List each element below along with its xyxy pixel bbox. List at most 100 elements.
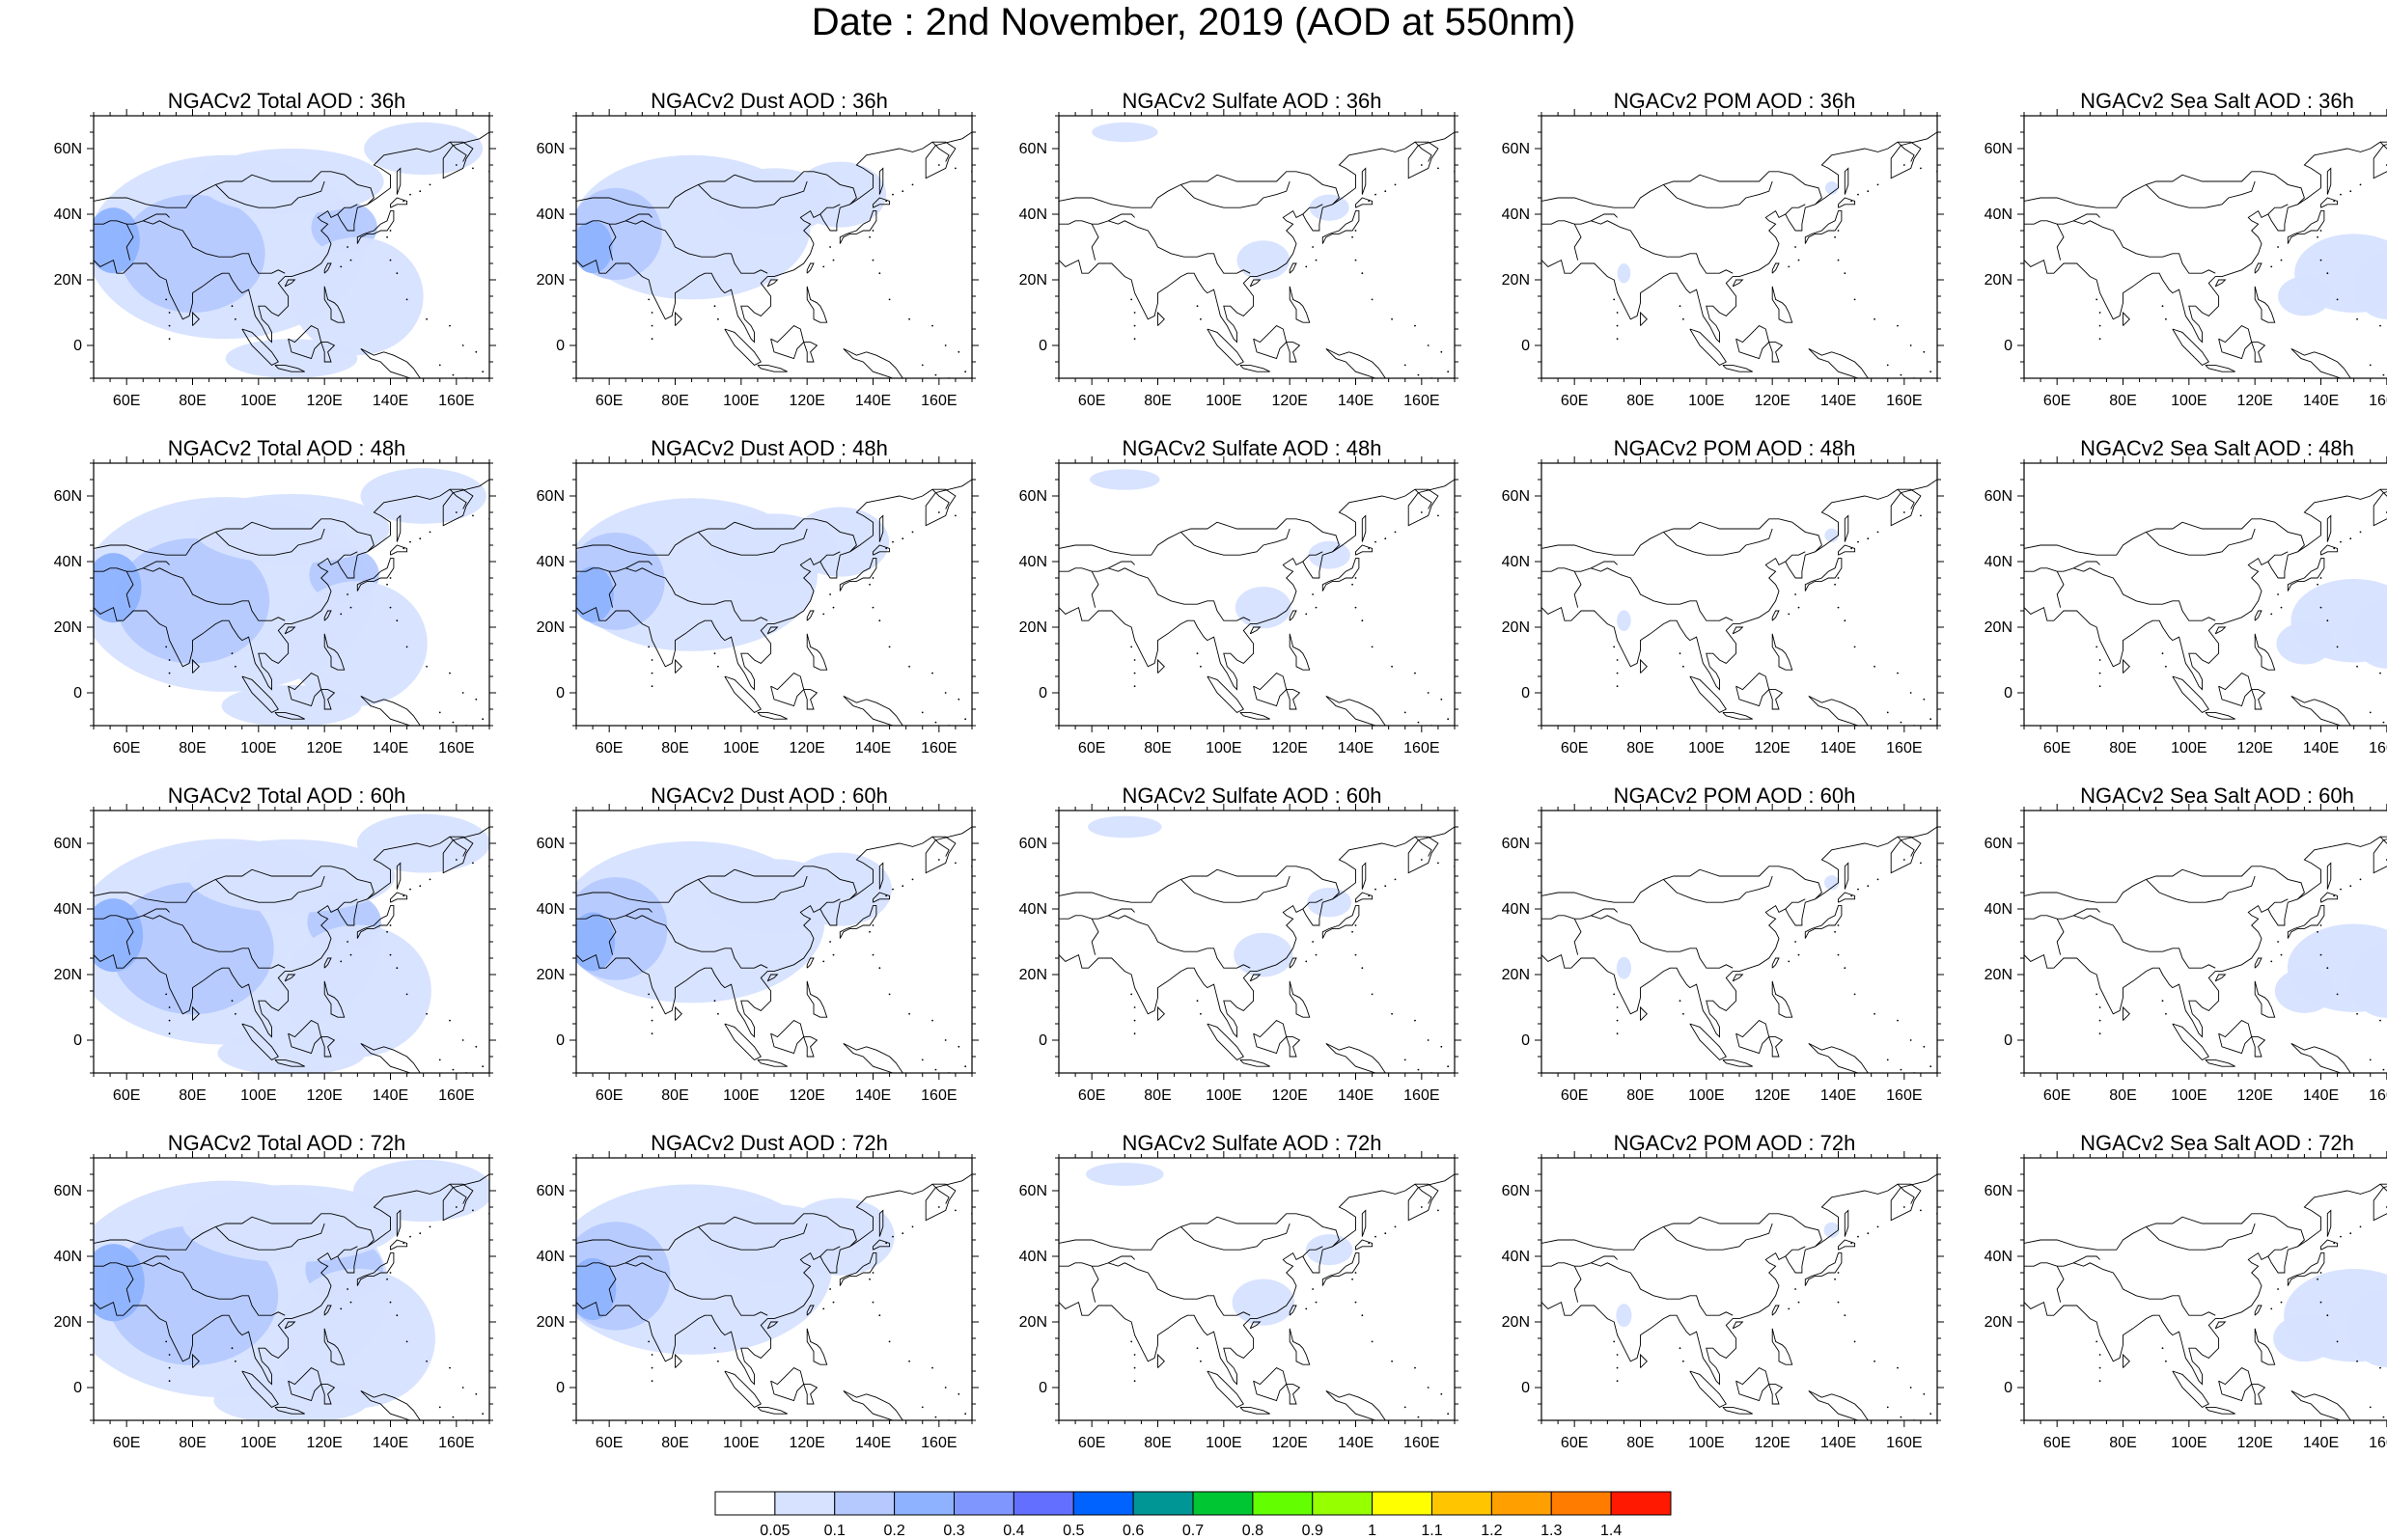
coastline (608, 918, 617, 955)
lon-tick-label: 80E (179, 740, 206, 756)
island-dot (1867, 885, 1870, 888)
coastline (94, 826, 489, 1038)
island-dot (1351, 235, 1353, 238)
coastline (1771, 1328, 1793, 1365)
island-dot (168, 1380, 171, 1383)
island-dot (340, 960, 343, 963)
coastline (2146, 180, 2256, 208)
coastline (2024, 220, 2216, 274)
colorbar-label: 0.4 (1003, 1523, 1024, 1539)
island-dot (1844, 619, 1846, 622)
island-dot (402, 894, 405, 897)
island-dot (2356, 665, 2358, 668)
coastline (2172, 1370, 2209, 1408)
island-dot (472, 1209, 474, 1212)
island-dot (396, 1314, 399, 1317)
aod-field (94, 1159, 489, 1420)
lon-tick-label: 100E (2171, 393, 2207, 409)
island-dot (1876, 1225, 1879, 1228)
aod-map: 60E 80E 100E 120E 140E 160E 60N 40N 20N 0 (54, 456, 496, 756)
aod-map: 60E 80E 100E 120E 140E 160E 60N 40N 20N 0 (1019, 1151, 1461, 1451)
island-dot (340, 1307, 343, 1310)
coastline (1591, 908, 1618, 917)
coastline (337, 1246, 358, 1257)
island-dot (396, 967, 399, 970)
coastline (1289, 1305, 1297, 1316)
coastline (1722, 711, 1753, 720)
coastline (1414, 1183, 1432, 1204)
coastline (843, 695, 903, 726)
island-dot (2379, 1366, 2381, 1369)
coastline (1722, 1059, 1753, 1067)
colorbar-label: 0.05 (760, 1523, 790, 1539)
island-dot (231, 652, 234, 655)
coastline (931, 488, 950, 509)
coastline (576, 171, 857, 208)
lat-tick-label: 60N (537, 488, 565, 505)
coastline (2056, 570, 2065, 608)
coastline (284, 279, 296, 288)
island-dot (1902, 1206, 1905, 1208)
island-dot (1417, 721, 1420, 724)
coastline (806, 286, 828, 323)
island-dot (651, 324, 653, 327)
island-dot (1133, 1380, 1136, 1383)
lon-tick-label: 140E (2303, 740, 2339, 756)
coastline (878, 167, 884, 195)
coastline (2073, 561, 2100, 569)
island-dot (1797, 1301, 1800, 1304)
coastline (337, 898, 358, 910)
island-dot (964, 371, 967, 373)
coastline (2214, 974, 2227, 982)
lat-tick-label: 40N (1985, 901, 2012, 918)
lon-tick-label: 100E (240, 1435, 276, 1451)
island-dot (1616, 312, 1619, 314)
island-dot (944, 1039, 947, 1041)
coastline (396, 1209, 402, 1237)
colorbar-swatch (774, 1491, 836, 1516)
lon-tick-label: 160E (921, 1087, 957, 1104)
lon-tick-label: 80E (179, 1087, 206, 1104)
coastline (576, 220, 768, 274)
coastline (576, 479, 972, 691)
coastline (1573, 1265, 1582, 1303)
coastline (806, 262, 815, 274)
island-dot (1354, 953, 1357, 956)
coastline (1689, 1023, 1727, 1060)
island-dot (651, 1006, 653, 1008)
coastline (1325, 1389, 1386, 1420)
island-dot (396, 619, 399, 622)
island-dot (885, 547, 888, 550)
coastline (839, 1252, 877, 1286)
lon-tick-label: 120E (1271, 1087, 1307, 1104)
island-dot (455, 1206, 458, 1208)
aod-region (2347, 1289, 2387, 1367)
island-dot (822, 1307, 825, 1310)
island-dot (1133, 1366, 1136, 1369)
coastline (803, 342, 819, 363)
aod-region (356, 813, 489, 873)
island-dot (449, 324, 451, 327)
island-dot (1874, 1360, 1875, 1362)
island-dot (955, 167, 957, 170)
lon-tick-label: 160E (921, 1435, 957, 1451)
island-dot (1305, 265, 1308, 268)
coastline (576, 518, 857, 556)
colorbar-label: 1.3 (1540, 1523, 1562, 1539)
island-dot (472, 514, 474, 517)
coastline (1091, 223, 1099, 261)
lon-tick-label: 140E (373, 1435, 408, 1451)
coastline (2073, 1255, 2100, 1264)
island-dot (829, 246, 831, 248)
panel-title: NGACv2 Total AOD : 48h (167, 436, 406, 460)
coastline (1897, 488, 1915, 509)
island-dot (1902, 511, 1905, 513)
coastline (1541, 915, 1734, 969)
island-dot (885, 200, 888, 203)
island-dot (1391, 1012, 1393, 1015)
lon-tick-label: 60E (596, 740, 623, 756)
coastline (1289, 262, 1297, 274)
lon-tick-label: 80E (1626, 1087, 1653, 1104)
island-dot (389, 1272, 392, 1274)
lon-tick-label: 160E (1403, 393, 1439, 409)
